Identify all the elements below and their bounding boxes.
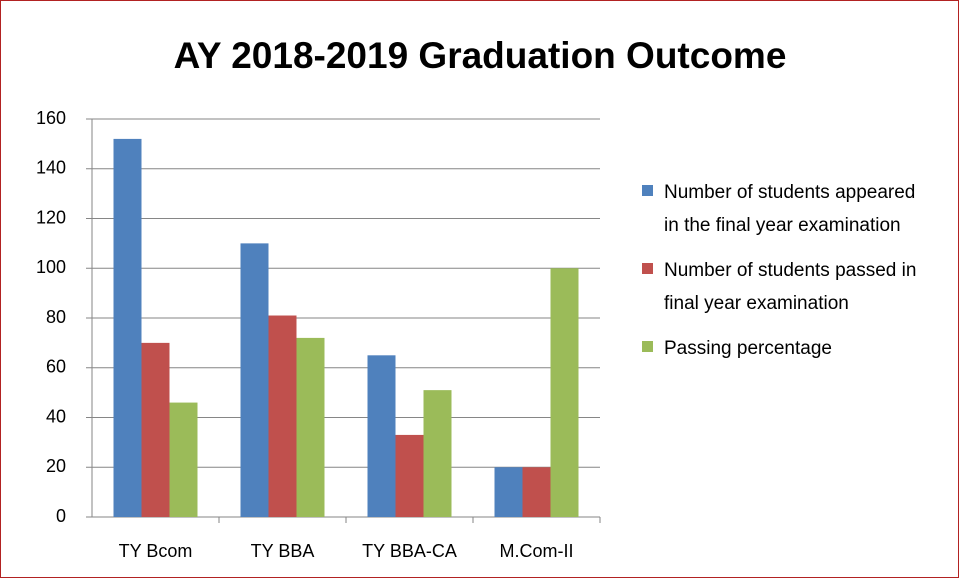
- bar: [367, 355, 396, 517]
- bar: [113, 138, 142, 517]
- y-tick-label: 120: [36, 207, 66, 227]
- bar: [240, 243, 269, 517]
- bar: [268, 315, 297, 517]
- x-tick-label: TY Bcom: [119, 541, 193, 561]
- bar: [550, 268, 579, 517]
- y-tick-label: 140: [36, 158, 66, 178]
- y-tick-label: 160: [36, 108, 66, 128]
- legend-label: Number of students appeared in the final…: [664, 182, 916, 236]
- bar: [141, 342, 170, 517]
- legend-swatch: [642, 263, 653, 274]
- legend-item: Passing percentage: [642, 332, 942, 365]
- legend-item: Number of students passed in final year …: [642, 254, 942, 320]
- bar: [395, 434, 424, 517]
- bar: [423, 390, 452, 517]
- y-tick-label: 80: [46, 307, 66, 327]
- bar: [494, 467, 523, 517]
- y-tick-label: 0: [56, 506, 66, 526]
- x-tick-label: TY BBA: [251, 541, 315, 561]
- x-tick-label: TY BBA-CA: [362, 541, 457, 561]
- bar: [522, 467, 551, 517]
- bar: [169, 402, 198, 517]
- y-tick-label: 60: [46, 357, 66, 377]
- legend-swatch: [642, 185, 653, 196]
- legend-label: Passing percentage: [664, 338, 832, 359]
- y-tick-label: 100: [36, 257, 66, 277]
- x-tick-label: M.Com-II: [500, 541, 574, 561]
- legend: Number of students appeared in the final…: [642, 176, 942, 377]
- y-tick-label: 20: [46, 456, 66, 476]
- y-tick-label: 40: [46, 406, 66, 426]
- legend-item: Number of students appeared in the final…: [642, 176, 942, 242]
- chart-title: AY 2018-2019 Graduation Outcome: [174, 35, 787, 76]
- legend-swatch: [642, 341, 653, 352]
- legend-label: Number of students passed in final year …: [664, 260, 917, 314]
- bar: [296, 337, 325, 517]
